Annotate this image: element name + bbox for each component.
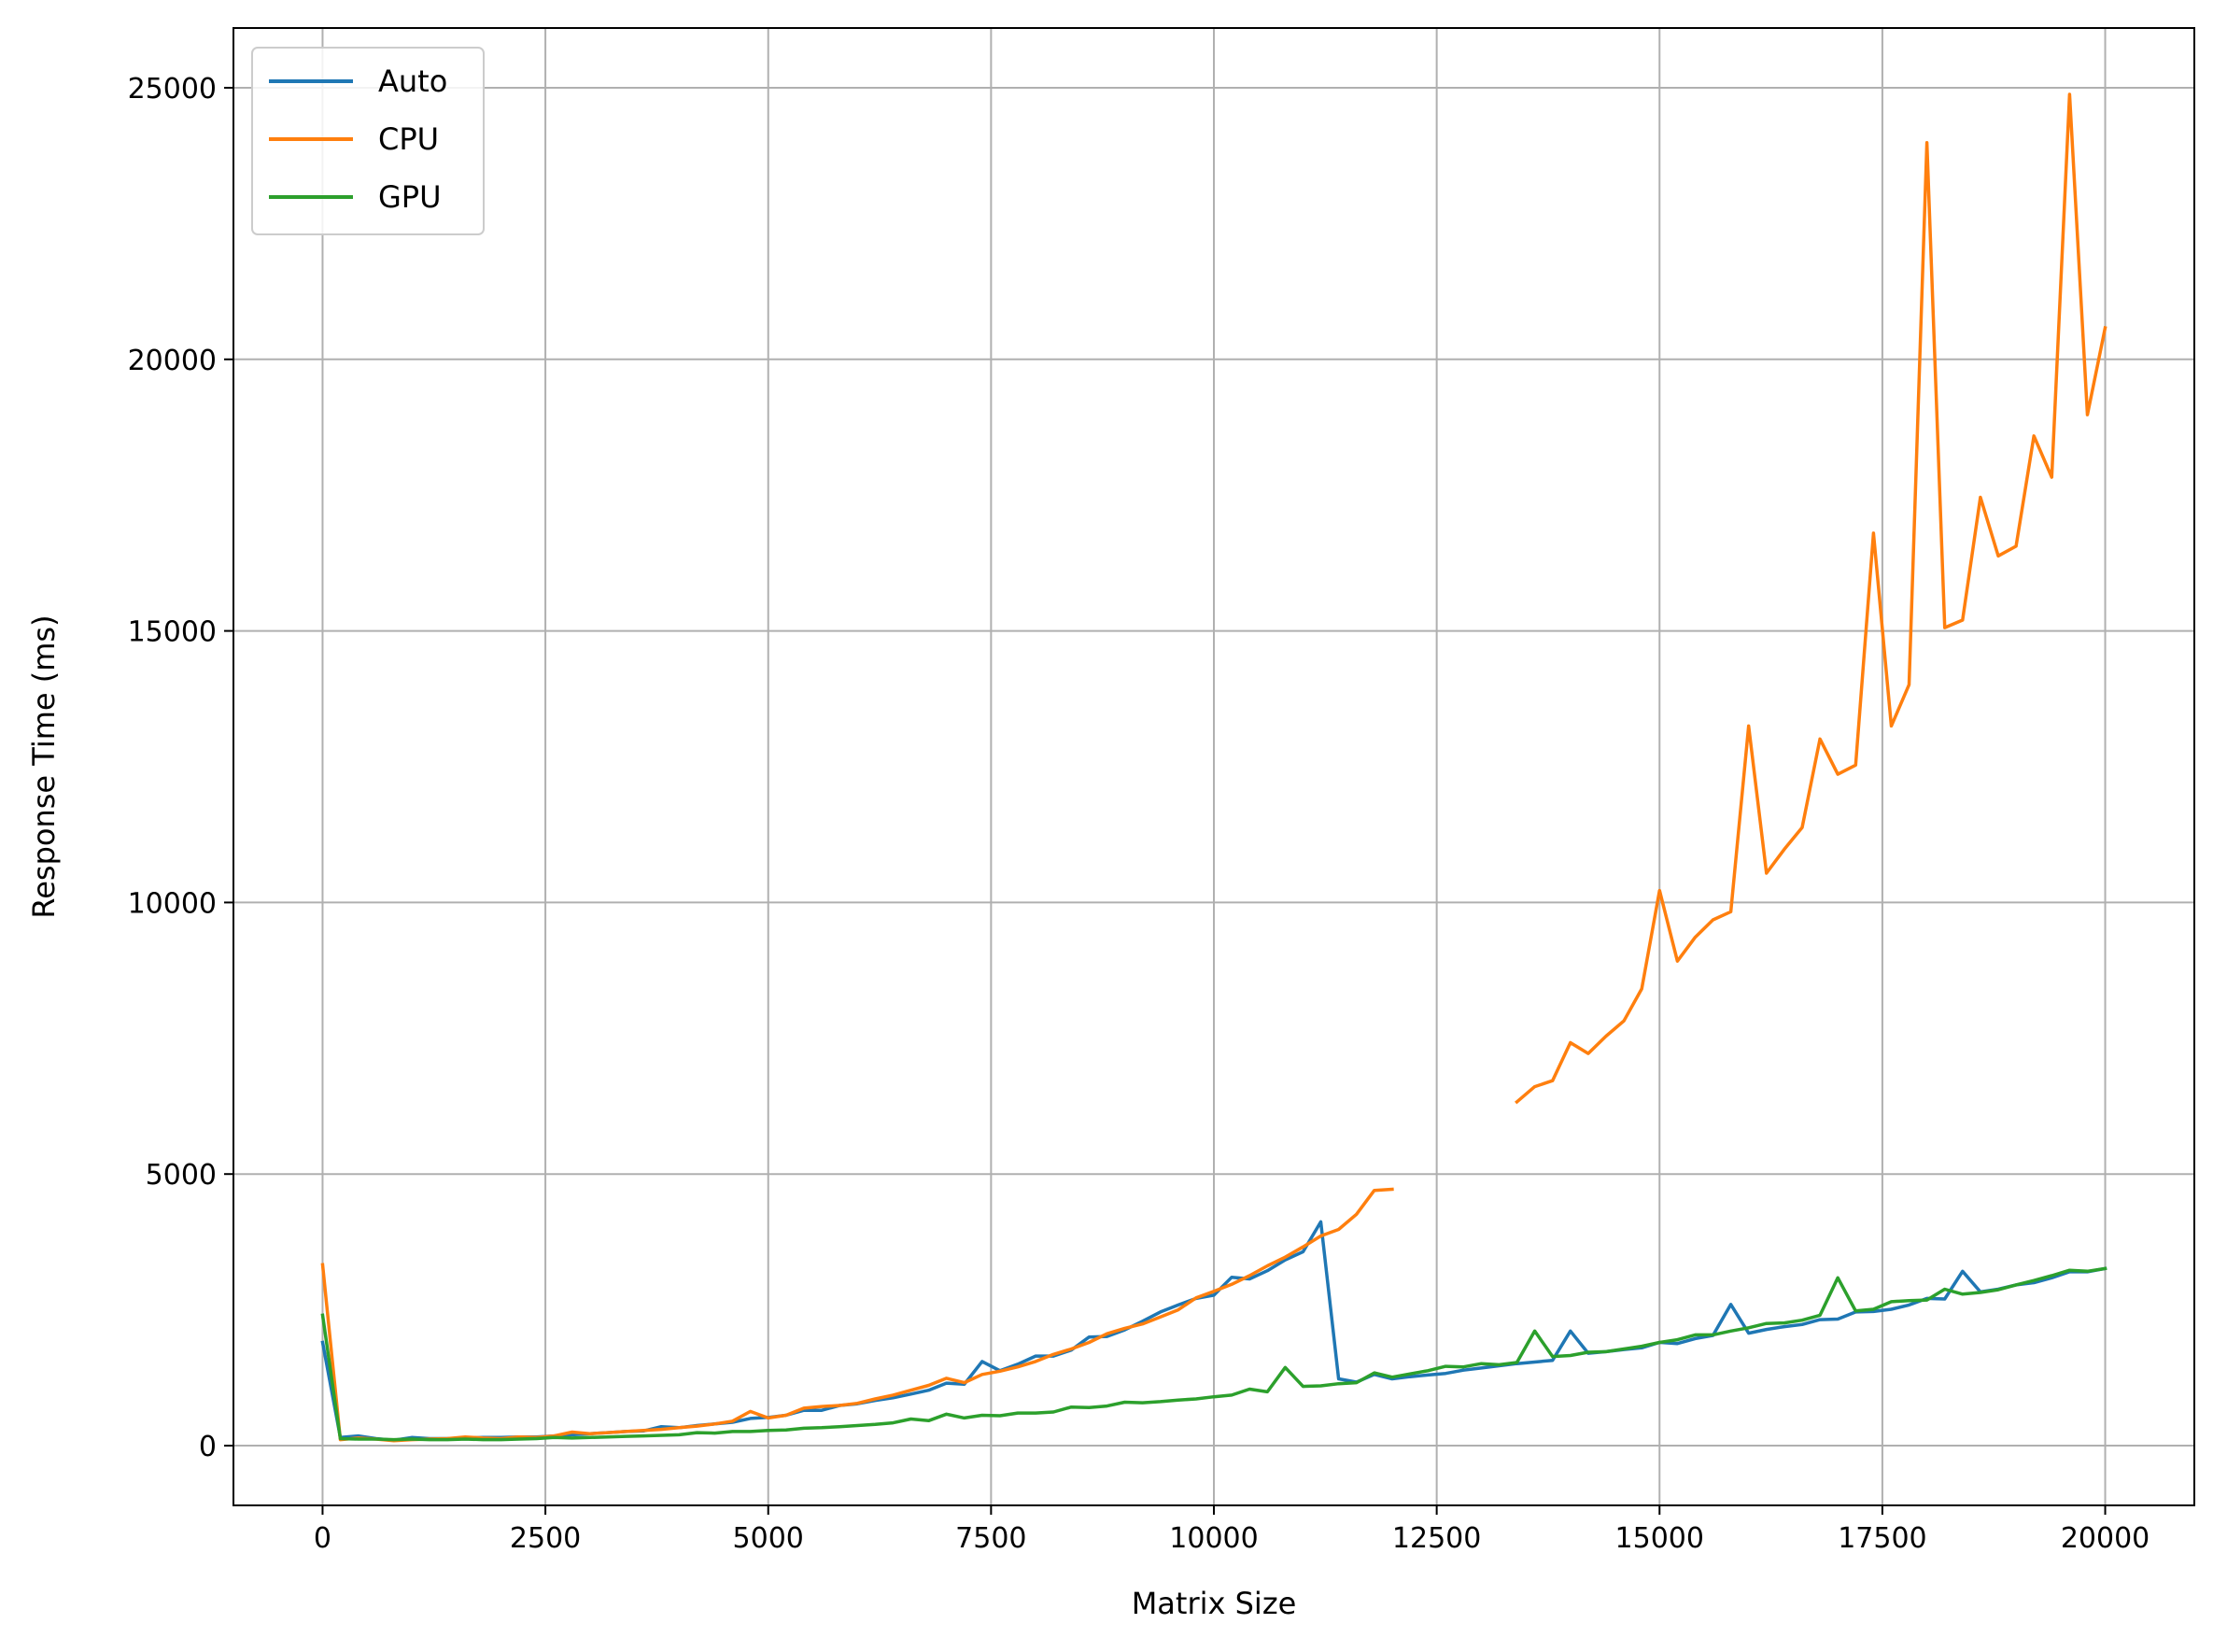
y-axis-label: Response Time (ms) [26,614,62,918]
x-tick-label: 5000 [733,1522,804,1555]
x-tick-label: 20000 [2061,1522,2150,1555]
legend-box [251,47,485,235]
x-tick-label: 17500 [1838,1522,1926,1555]
y-tick-label: 5000 [146,1159,217,1192]
series-lines [320,92,2107,1443]
x-tick-label: 15000 [1615,1522,1704,1555]
x-tick-label: 0 [314,1522,331,1555]
legend: Auto CPU GPU [251,47,485,235]
legend-label-auto: Auto [378,64,447,99]
y-tick-label: 15000 [128,616,217,649]
x-axis-label: Matrix Size [1132,1586,1297,1621]
x-tick-label: 12500 [1392,1522,1481,1555]
x-tick-label: 10000 [1169,1522,1258,1555]
x-tick-label: 7500 [955,1522,1026,1555]
y-tick-label: 10000 [128,887,217,920]
axis-ticks: 0 2500 5000 7500 10000 12500 15000 17500 20000 0 5… [128,73,2150,1555]
y-tick-label: 0 [199,1431,217,1463]
legend-label-gpu: GPU [378,179,442,215]
series-line-gpu [320,1266,2107,1442]
x-tick-label: 2500 [510,1522,581,1555]
y-tick-label: 20000 [128,345,217,377]
y-tick-label: 25000 [128,73,217,106]
legend-label-cpu: CPU [378,121,439,157]
